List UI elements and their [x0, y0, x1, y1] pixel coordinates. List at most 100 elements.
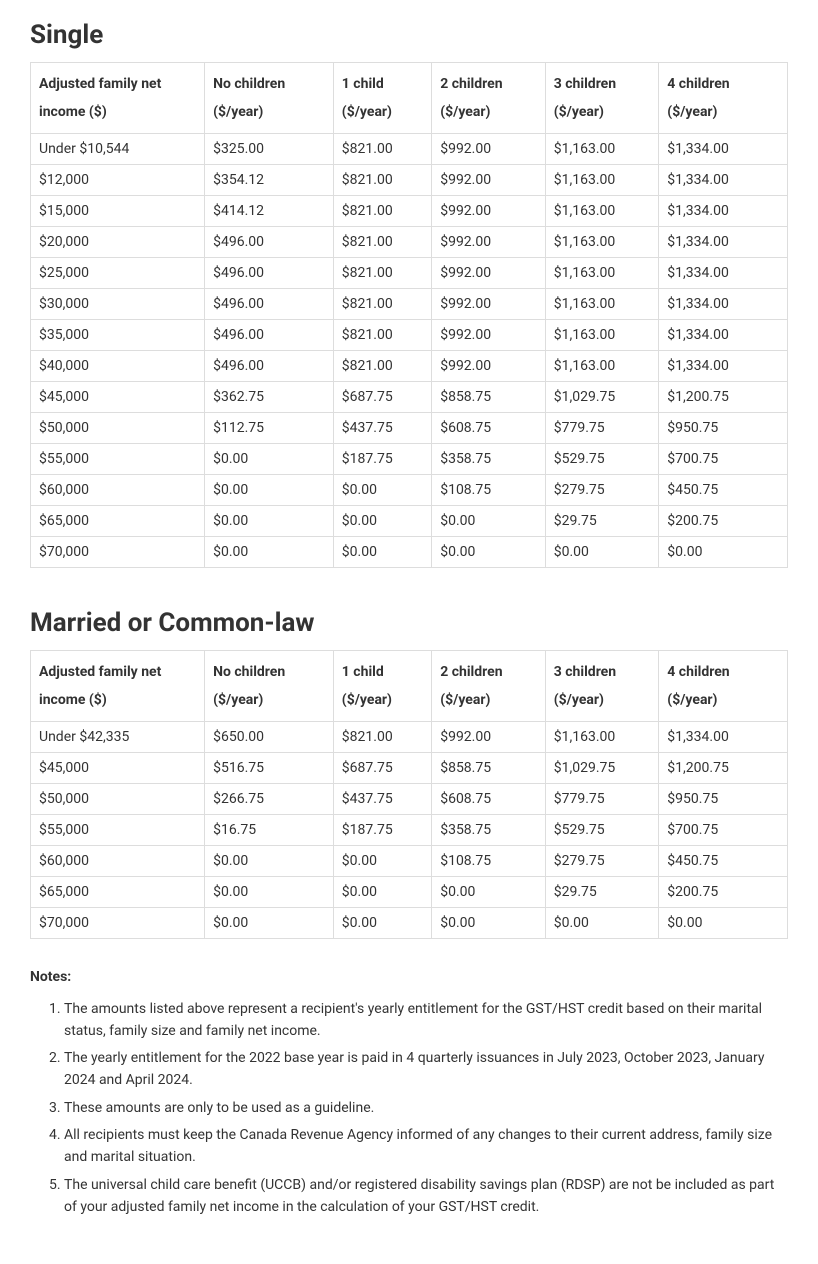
table-cell: $0.00	[432, 908, 546, 939]
table-cell: $700.75	[659, 815, 788, 846]
table-cell: $496.00	[205, 258, 334, 289]
table-cell: $0.00	[205, 537, 334, 568]
table-cell: $16.75	[205, 815, 334, 846]
table-cell: $187.75	[333, 444, 431, 475]
table-cell: $0.00	[205, 908, 334, 939]
table-cell: $950.75	[659, 413, 788, 444]
table-cell: $0.00	[205, 506, 334, 537]
table-cell: $0.00	[545, 537, 659, 568]
table-cell: $992.00	[432, 320, 546, 351]
table-row: $30,000$496.00$821.00$992.00$1,163.00$1,…	[31, 289, 788, 320]
table-cell: $779.75	[545, 413, 659, 444]
table-cell: Under $10,544	[31, 134, 205, 165]
table-cell: $0.00	[545, 908, 659, 939]
table-cell: $1,334.00	[659, 320, 788, 351]
table-cell: $45,000	[31, 753, 205, 784]
column-header: 4 children ($/year)	[659, 63, 788, 134]
table-cell: $700.75	[659, 444, 788, 475]
table-cell: $1,163.00	[545, 196, 659, 227]
table-cell: $1,334.00	[659, 289, 788, 320]
table-row: $55,000$0.00$187.75$358.75$529.75$700.75	[31, 444, 788, 475]
table-cell: $529.75	[545, 444, 659, 475]
single-table: Adjusted family net income ($)No childre…	[30, 62, 788, 568]
note-item: These amounts are only to be used as a g…	[64, 1098, 788, 1120]
table-cell: $0.00	[333, 846, 431, 877]
table-cell: $362.75	[205, 382, 334, 413]
table-cell: $12,000	[31, 165, 205, 196]
column-header: 2 children ($/year)	[432, 651, 546, 722]
table-cell: $950.75	[659, 784, 788, 815]
table-cell: $35,000	[31, 320, 205, 351]
table-cell: $992.00	[432, 134, 546, 165]
table-cell: $0.00	[333, 908, 431, 939]
table-cell: $496.00	[205, 289, 334, 320]
table-cell: $821.00	[333, 258, 431, 289]
note-item: All recipients must keep the Canada Reve…	[64, 1125, 788, 1168]
table-cell: $200.75	[659, 877, 788, 908]
table-cell: $650.00	[205, 722, 334, 753]
table-row: $20,000$496.00$821.00$992.00$1,163.00$1,…	[31, 227, 788, 258]
table-cell: $1,029.75	[545, 382, 659, 413]
table-cell: $687.75	[333, 382, 431, 413]
table-cell: $496.00	[205, 227, 334, 258]
table-row: $35,000$496.00$821.00$992.00$1,163.00$1,…	[31, 320, 788, 351]
table-cell: $992.00	[432, 258, 546, 289]
table-cell: $0.00	[205, 877, 334, 908]
table-cell: $779.75	[545, 784, 659, 815]
table-cell: $279.75	[545, 475, 659, 506]
table-cell: $45,000	[31, 382, 205, 413]
table-cell: Under $42,335	[31, 722, 205, 753]
table-cell: $821.00	[333, 289, 431, 320]
table-cell: $1,163.00	[545, 722, 659, 753]
table-cell: $450.75	[659, 846, 788, 877]
table-cell: $1,334.00	[659, 258, 788, 289]
single-heading: Single	[30, 20, 788, 50]
table-cell: $1,334.00	[659, 722, 788, 753]
table-row: $65,000$0.00$0.00$0.00$29.75$200.75	[31, 506, 788, 537]
table-cell: $992.00	[432, 351, 546, 382]
table-cell: $608.75	[432, 784, 546, 815]
table-cell: $992.00	[432, 289, 546, 320]
table-row: $50,000$112.75$437.75$608.75$779.75$950.…	[31, 413, 788, 444]
table-cell: $1,334.00	[659, 227, 788, 258]
table-cell: $0.00	[205, 475, 334, 506]
table-cell: $112.75	[205, 413, 334, 444]
table-row: Under $10,544$325.00$821.00$992.00$1,163…	[31, 134, 788, 165]
table-row: $70,000$0.00$0.00$0.00$0.00$0.00	[31, 908, 788, 939]
table-cell: $0.00	[205, 846, 334, 877]
note-item: The amounts listed above represent a rec…	[64, 999, 788, 1042]
table-cell: $1,334.00	[659, 134, 788, 165]
table-cell: $1,163.00	[545, 134, 659, 165]
table-cell: $0.00	[659, 908, 788, 939]
table-row: $25,000$496.00$821.00$992.00$1,163.00$1,…	[31, 258, 788, 289]
married-table: Adjusted family net income ($)No childre…	[30, 650, 788, 939]
table-cell: $414.12	[205, 196, 334, 227]
note-item: The yearly entitlement for the 2022 base…	[64, 1048, 788, 1091]
table-cell: $108.75	[432, 475, 546, 506]
table-cell: $0.00	[333, 506, 431, 537]
table-row: $45,000$362.75$687.75$858.75$1,029.75$1,…	[31, 382, 788, 413]
table-cell: $266.75	[205, 784, 334, 815]
column-header: 3 children ($/year)	[545, 63, 659, 134]
table-cell: $50,000	[31, 413, 205, 444]
column-header: No children ($/year)	[205, 651, 334, 722]
table-cell: $1,163.00	[545, 227, 659, 258]
table-cell: $821.00	[333, 227, 431, 258]
table-cell: $1,334.00	[659, 351, 788, 382]
table-cell: $70,000	[31, 908, 205, 939]
table-cell: $516.75	[205, 753, 334, 784]
column-header: 1 child ($/year)	[333, 63, 431, 134]
table-cell: $821.00	[333, 351, 431, 382]
column-header: No children ($/year)	[205, 63, 334, 134]
table-cell: $687.75	[333, 753, 431, 784]
note-item: The universal child care benefit (UCCB) …	[64, 1175, 788, 1218]
table-cell: $1,334.00	[659, 165, 788, 196]
table-cell: $358.75	[432, 815, 546, 846]
table-cell: $821.00	[333, 320, 431, 351]
table-cell: $1,163.00	[545, 258, 659, 289]
table-cell: $0.00	[432, 506, 546, 537]
table-cell: $821.00	[333, 722, 431, 753]
notes-heading: Notes:	[30, 969, 788, 985]
table-cell: $0.00	[333, 475, 431, 506]
table-cell: $0.00	[333, 877, 431, 908]
